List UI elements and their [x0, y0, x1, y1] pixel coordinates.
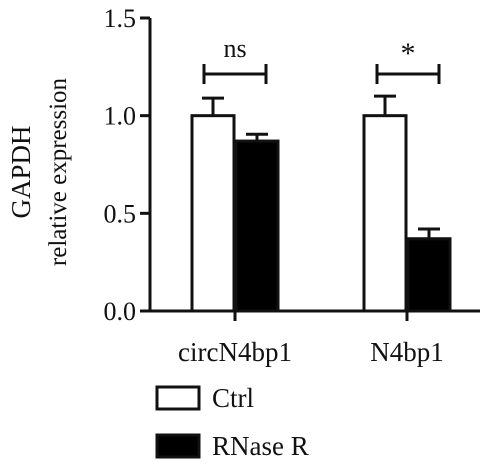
y-axis-label: GAPDH relative expression [6, 77, 72, 266]
legend: Ctrl RNase R [155, 383, 309, 461]
significance-annotations: ns * [202, 34, 441, 84]
significance-bracket [202, 64, 268, 84]
x-tick-label: circN4bp1 [178, 337, 292, 367]
error-bars [202, 94, 440, 239]
significance-bracket [375, 64, 441, 84]
legend-label: RNase R [212, 431, 309, 461]
y-tick-label: 0.0 [104, 297, 137, 326]
error-bar [374, 94, 396, 116]
significance-label: * [401, 37, 416, 70]
y-tick-label: 1.0 [104, 102, 137, 131]
error-bar [246, 132, 268, 142]
bar-rnase-r-n4bp1 [406, 237, 452, 313]
legend-swatch [155, 385, 201, 411]
legend-swatch [155, 433, 201, 459]
bar-ctrl-n4bp1 [362, 114, 408, 313]
y-tick-label: 1.5 [104, 4, 137, 33]
y-tick-label: 0.5 [104, 199, 137, 228]
y-axis-label-line: GAPDH [6, 125, 36, 218]
bar-ctrl-circn4bp1 [190, 114, 236, 313]
axes: 0.0 0.5 1.0 1.5 circN4bp1 N4bp1 [104, 4, 480, 367]
legend-label: Ctrl [212, 383, 254, 413]
bars [190, 114, 452, 313]
bar-rnase-r-circn4bp1 [234, 139, 280, 313]
error-bar [418, 227, 440, 239]
y-axis-label-line: relative expression [45, 77, 72, 266]
error-bar [202, 96, 224, 116]
significance-label: ns [223, 34, 246, 63]
x-tick-label: N4bp1 [370, 337, 444, 367]
